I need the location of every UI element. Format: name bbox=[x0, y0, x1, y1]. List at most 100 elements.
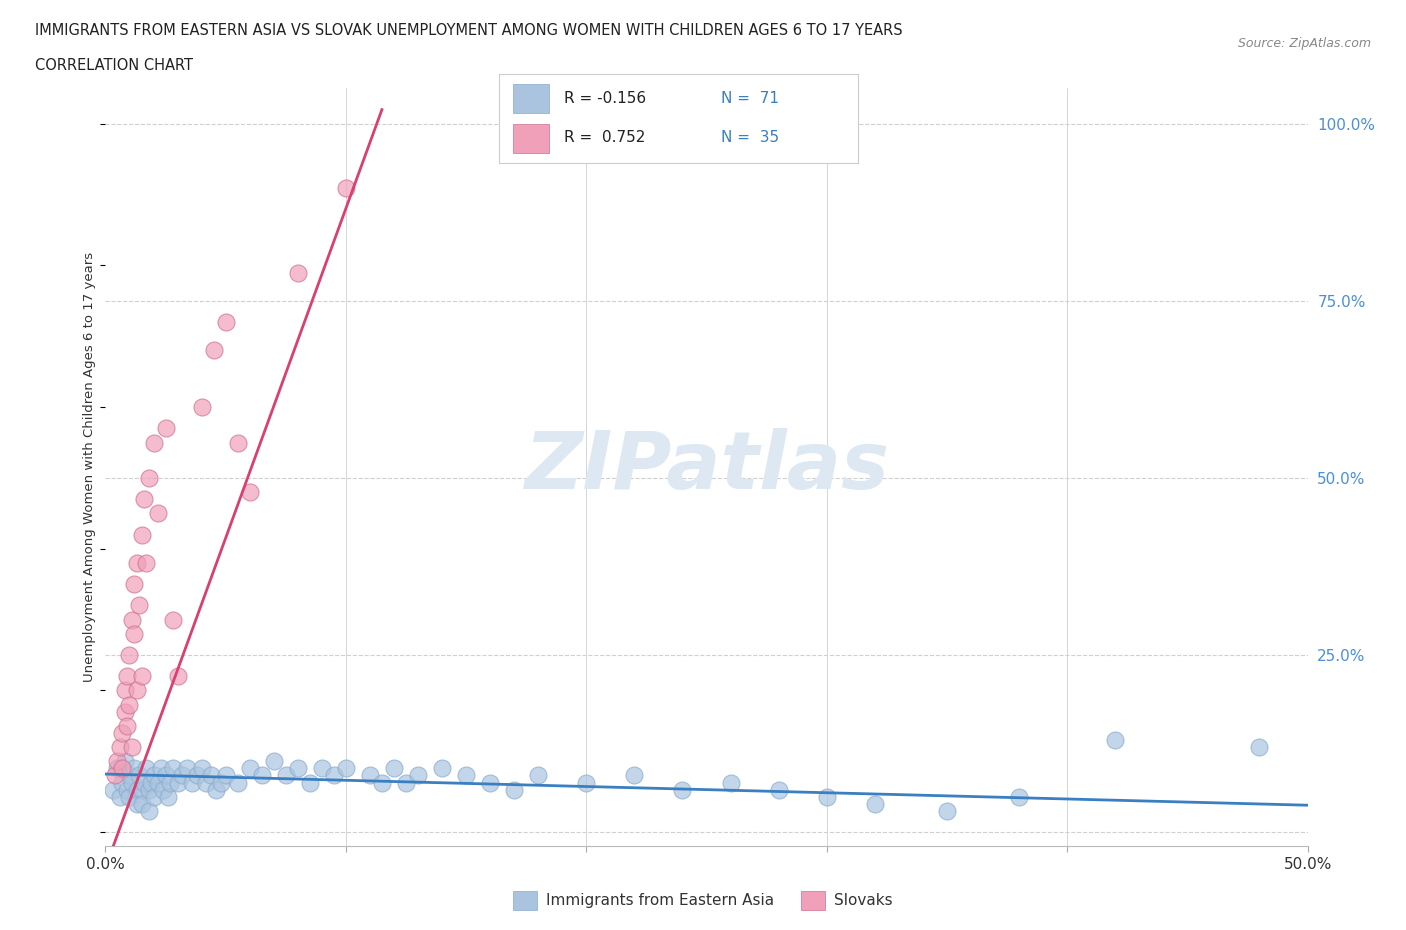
Point bbox=[111, 725, 134, 740]
Point bbox=[132, 492, 155, 507]
Point bbox=[111, 775, 134, 790]
Point bbox=[250, 768, 273, 783]
Text: Source: ZipAtlas.com: Source: ZipAtlas.com bbox=[1237, 37, 1371, 50]
Point bbox=[148, 775, 170, 790]
Point bbox=[181, 775, 204, 790]
Point bbox=[108, 739, 131, 754]
Point bbox=[209, 775, 232, 790]
Point bbox=[107, 761, 129, 776]
Point bbox=[863, 796, 886, 811]
Point bbox=[138, 782, 160, 797]
Point bbox=[142, 790, 165, 804]
Point bbox=[115, 669, 138, 684]
Point bbox=[274, 768, 297, 783]
Point bbox=[239, 761, 262, 776]
Bar bbox=[513, 124, 550, 153]
Point bbox=[172, 768, 194, 783]
Point bbox=[162, 612, 184, 627]
Point bbox=[371, 775, 394, 790]
Point bbox=[149, 761, 172, 776]
Point bbox=[139, 775, 162, 790]
Point bbox=[118, 647, 141, 662]
Point bbox=[118, 768, 141, 783]
Point bbox=[479, 775, 502, 790]
Text: Immigrants from Eastern Asia: Immigrants from Eastern Asia bbox=[546, 893, 773, 908]
Point bbox=[135, 555, 157, 570]
Point bbox=[936, 804, 959, 818]
Point bbox=[226, 435, 249, 450]
Bar bbox=[513, 84, 550, 113]
Point bbox=[148, 506, 170, 521]
Point bbox=[121, 612, 143, 627]
Y-axis label: Unemployment Among Women with Children Ages 6 to 17 years: Unemployment Among Women with Children A… bbox=[83, 252, 96, 683]
Point bbox=[124, 761, 146, 776]
Point bbox=[135, 761, 157, 776]
Point bbox=[263, 754, 285, 769]
Text: CORRELATION CHART: CORRELATION CHART bbox=[35, 58, 193, 73]
Point bbox=[131, 796, 153, 811]
Point bbox=[118, 790, 141, 804]
Point bbox=[104, 768, 127, 783]
Point bbox=[1104, 733, 1126, 748]
Point bbox=[128, 598, 150, 613]
Point bbox=[671, 782, 693, 797]
Point bbox=[202, 343, 225, 358]
Point bbox=[115, 782, 138, 797]
Point bbox=[720, 775, 742, 790]
Point bbox=[186, 768, 208, 783]
Point bbox=[118, 698, 141, 712]
Point bbox=[111, 761, 134, 776]
Point bbox=[1249, 739, 1271, 754]
Point bbox=[162, 761, 184, 776]
Point bbox=[214, 314, 236, 329]
Point bbox=[142, 768, 165, 783]
Point bbox=[768, 782, 790, 797]
Point bbox=[128, 768, 150, 783]
Point bbox=[121, 739, 143, 754]
Point bbox=[395, 775, 418, 790]
Point bbox=[190, 400, 212, 415]
Point bbox=[101, 782, 124, 797]
Point bbox=[205, 782, 228, 797]
Point bbox=[107, 754, 129, 769]
Point bbox=[311, 761, 333, 776]
Point bbox=[335, 180, 357, 195]
Point bbox=[239, 485, 262, 499]
Point bbox=[131, 527, 153, 542]
Point bbox=[114, 754, 136, 769]
Point bbox=[503, 782, 526, 797]
Point bbox=[152, 782, 174, 797]
Point bbox=[575, 775, 598, 790]
Point bbox=[214, 768, 236, 783]
Point bbox=[132, 775, 155, 790]
Point bbox=[287, 761, 309, 776]
Point bbox=[156, 790, 179, 804]
Point bbox=[125, 555, 148, 570]
Point bbox=[200, 768, 222, 783]
Point bbox=[454, 768, 477, 783]
Point bbox=[430, 761, 453, 776]
Point bbox=[298, 775, 321, 790]
Point bbox=[335, 761, 357, 776]
Point bbox=[359, 768, 381, 783]
Point bbox=[114, 704, 136, 719]
Point bbox=[176, 761, 198, 776]
Point bbox=[166, 775, 188, 790]
Point bbox=[108, 790, 131, 804]
Point bbox=[138, 804, 160, 818]
Point bbox=[527, 768, 550, 783]
Point bbox=[115, 719, 138, 734]
Point bbox=[1008, 790, 1031, 804]
Point bbox=[195, 775, 218, 790]
Point bbox=[124, 577, 146, 591]
Point bbox=[131, 669, 153, 684]
Point bbox=[226, 775, 249, 790]
Text: N =  35: N = 35 bbox=[721, 130, 779, 145]
Point bbox=[623, 768, 645, 783]
Point bbox=[190, 761, 212, 776]
Text: R = -0.156: R = -0.156 bbox=[564, 91, 645, 106]
Point bbox=[131, 782, 153, 797]
Point bbox=[406, 768, 429, 783]
Point bbox=[142, 435, 165, 450]
Point bbox=[155, 768, 177, 783]
